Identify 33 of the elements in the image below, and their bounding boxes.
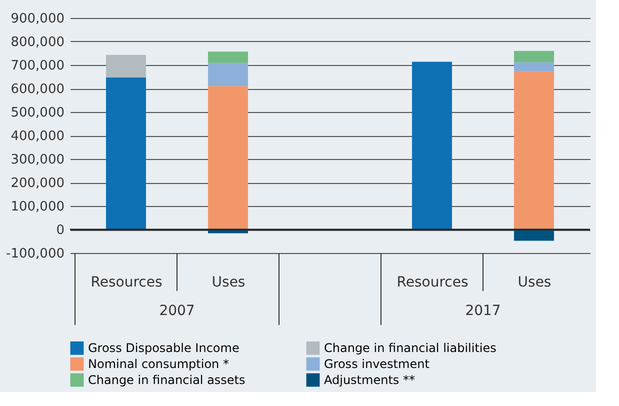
legend-label: Adjustments ** xyxy=(324,373,415,387)
bar xyxy=(514,50,554,62)
x-tick-label: Resources xyxy=(90,274,162,290)
y-tick-label: 100,000 xyxy=(10,200,64,214)
legend-label: Gross investment xyxy=(324,357,430,371)
y-tick-label: 800,000 xyxy=(10,35,64,50)
y-tick-label: 0 xyxy=(56,223,64,238)
bar xyxy=(208,62,248,86)
legend-label: Change in financial liabilities xyxy=(324,341,496,356)
bar xyxy=(514,62,554,72)
bar xyxy=(106,77,146,230)
y-tick-label: 700,000 xyxy=(10,58,64,74)
y-tick-label: 600,000 xyxy=(10,82,64,97)
y-tick-label: 200,000 xyxy=(10,176,64,191)
legend-label: Gross Disposable Income xyxy=(88,341,240,356)
legend-label: Change in financial assets xyxy=(88,373,246,387)
y-tick-label: 300,000 xyxy=(10,152,64,168)
bar xyxy=(208,86,248,230)
text: 2017 xyxy=(465,303,501,319)
bar xyxy=(106,54,146,78)
y-tick-label: -100,000 xyxy=(6,246,64,262)
x-tick-label: Uses xyxy=(518,274,552,290)
bar xyxy=(412,62,452,230)
x-tick-label: Uses xyxy=(212,274,246,290)
bar xyxy=(514,230,554,241)
y-tick-label: 900,000 xyxy=(10,12,64,26)
bar xyxy=(514,72,554,230)
bar xyxy=(208,52,248,63)
x-tick-label: Resources xyxy=(396,274,468,290)
text: 2007 xyxy=(159,303,195,319)
y-tick-label: 400,000 xyxy=(10,129,64,144)
y-tick-label: 500,000 xyxy=(10,106,64,120)
legend-label: Nominal consumption * xyxy=(88,357,229,371)
